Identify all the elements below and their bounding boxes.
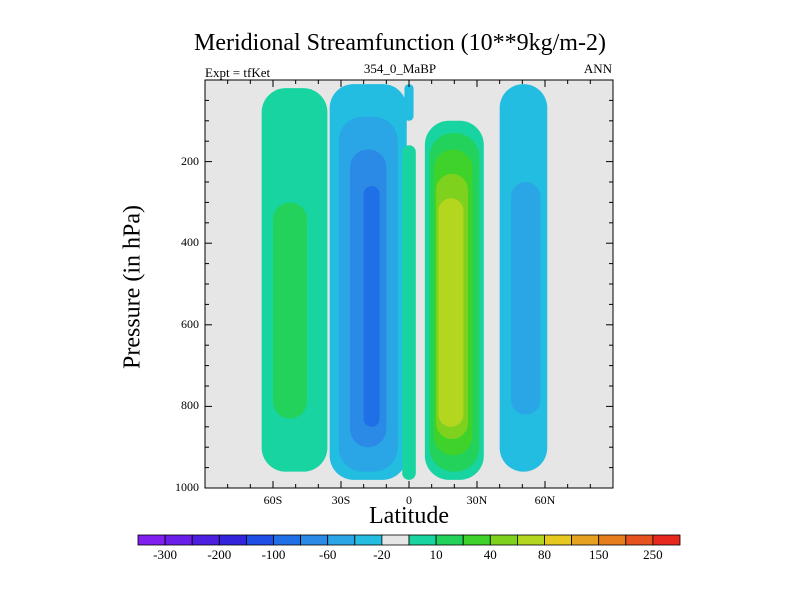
contour-south-hadley-60 bbox=[363, 186, 380, 427]
experiment-label: Expt = tfKet bbox=[205, 65, 271, 80]
colorbar-label: -200 bbox=[207, 547, 232, 562]
colorbar-swatch bbox=[273, 534, 302, 546]
y-tick-label: 1000 bbox=[175, 480, 199, 494]
colorbar-label: -60 bbox=[319, 547, 337, 562]
colorbar-swatch bbox=[571, 534, 600, 546]
colorbar-swatch bbox=[517, 534, 545, 546]
chart-title: Meridional Streamfunction (10**9kg/m-2) bbox=[194, 30, 606, 56]
contour-north-ferrel-20 bbox=[511, 182, 541, 415]
x-tick-label: 60N bbox=[534, 493, 556, 507]
x-tick-label: 30S bbox=[331, 493, 351, 507]
subtitle-center: 354_0_MaBP bbox=[363, 61, 437, 76]
season-label: ANN bbox=[583, 61, 612, 76]
colorbar-label: -20 bbox=[373, 547, 391, 562]
colorbar-swatch bbox=[164, 534, 193, 546]
y-tick-label: 800 bbox=[181, 398, 199, 413]
colorbar-swatch bbox=[381, 534, 410, 546]
colorbar-swatch bbox=[408, 534, 437, 546]
contour-equator-minus bbox=[404, 84, 414, 121]
colorbar-swatch bbox=[598, 534, 627, 546]
colorbar-swatch bbox=[354, 534, 383, 546]
colorbar-swatch bbox=[327, 534, 356, 546]
colorbar-label: 10 bbox=[429, 547, 443, 562]
colorbar-swatch bbox=[245, 534, 274, 546]
colorbar-swatch bbox=[625, 534, 654, 546]
colorbar-swatch bbox=[137, 534, 166, 546]
colorbar-label: 80 bbox=[538, 547, 551, 562]
x-axis-label: Latitude bbox=[369, 503, 449, 529]
x-tick-label: 60S bbox=[263, 493, 283, 507]
contour-north-hadley-80 bbox=[438, 198, 464, 427]
colorbar-swatch bbox=[435, 534, 464, 546]
colorbar-swatch bbox=[191, 534, 220, 546]
x-tick-label: 30N bbox=[466, 493, 488, 507]
colorbar-label: -100 bbox=[261, 547, 286, 562]
colorbar-swatch bbox=[300, 534, 329, 546]
colorbar-swatch bbox=[544, 534, 573, 546]
y-tick-label: 200 bbox=[181, 153, 199, 168]
x-tick-label: 0 bbox=[406, 493, 412, 507]
colorbar-swatch bbox=[652, 534, 681, 546]
contour-south-ferrel-20 bbox=[273, 202, 307, 419]
colorbar-label: -300 bbox=[153, 547, 178, 562]
y-tick-label: 400 bbox=[181, 235, 199, 250]
colorbar-swatch bbox=[462, 534, 491, 546]
colorbar-label: 250 bbox=[643, 547, 663, 562]
colorbar-swatch bbox=[489, 534, 518, 546]
colorbar-label: 150 bbox=[588, 547, 609, 562]
y-tick-label: 600 bbox=[181, 316, 199, 331]
colorbar-label: 40 bbox=[483, 547, 497, 562]
y-axis-label: Pressure (in hPa) bbox=[119, 205, 146, 369]
contour-equator-10 bbox=[402, 145, 416, 480]
colorbar-swatch bbox=[218, 534, 247, 546]
